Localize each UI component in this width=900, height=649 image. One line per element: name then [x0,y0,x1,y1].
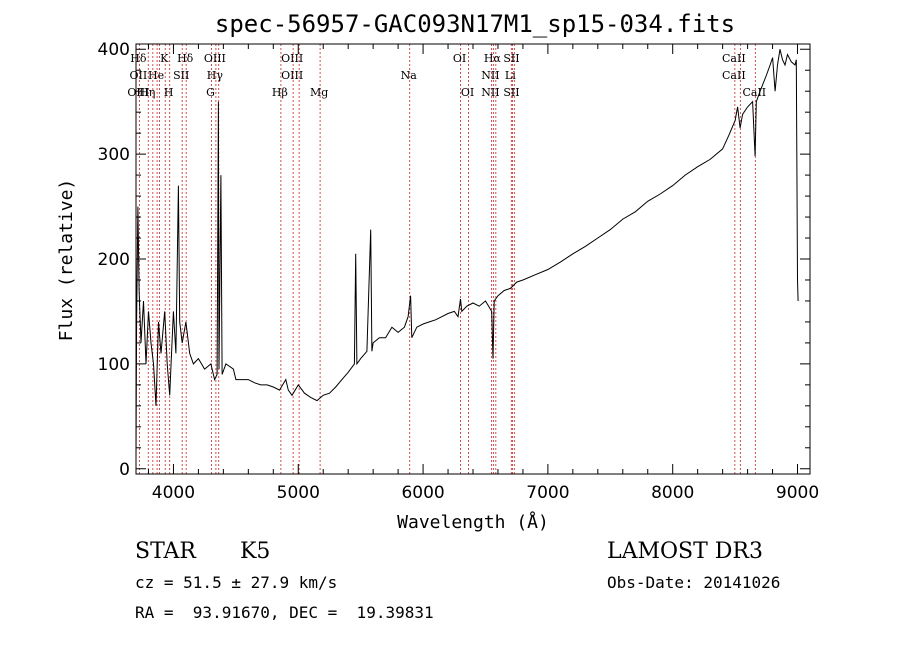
plot-frame [135,43,811,475]
line-label: OIII [127,86,149,99]
y-tick-label: 100 [98,355,130,375]
y-axis-ticks: 0 100 200 300 400 [98,40,810,480]
line-label: OI [461,86,474,99]
line-label: He [148,69,164,82]
line-label: K [160,52,169,65]
y-axis-label: Flux (relative) [56,179,77,342]
line-label: Hγ [207,69,224,82]
y-tick-label: 400 [98,40,130,60]
line-label: CaII [742,86,766,99]
line-label: SII [503,86,519,99]
line-label: Hα [484,52,502,65]
line-label: H [164,86,174,99]
y-tick-label: 300 [98,145,130,165]
x-tick-label: 9000 [776,483,819,503]
line-label: NII [481,86,499,99]
line-label: CaII [722,69,746,82]
chart-title: spec-56957-GAC093N17M1_sp15-034.fits [215,10,735,38]
line-label: Hδ [177,52,194,65]
redshift-cz: cz = 51.5 ± 27.9 km/s [135,573,338,592]
line-label: OI [453,52,466,65]
y-tick-label: 200 [98,250,130,270]
x-tick-label: 6000 [401,483,444,503]
line-label: Hδ [130,52,147,65]
line-label: Li [505,69,516,82]
line-label: NII [481,69,499,82]
spectrum-series [135,49,799,459]
line-label: G [206,86,215,99]
line-label: OII [130,69,148,82]
line-label: CaII [722,52,746,65]
x-axis-ticks: 4000 5000 6000 7000 8000 9000 [147,44,819,503]
line-label: OIII [281,52,303,65]
coordinates: RA = 93.91670, DEC = 19.39831 [135,603,434,622]
x-tick-label: 7000 [526,483,569,503]
observation-date: Obs-Date: 20141026 [607,573,781,592]
x-tick-label: 8000 [651,483,694,503]
spectral-line-labels: HδOIIOIIIHηHeKHSIIHδGOIIIHγHβOIIIOIIIMgN… [127,52,766,99]
line-label: Hη [139,86,155,99]
object-subclass: K5 [240,539,271,564]
line-label: Hβ [272,86,288,99]
line-label: OIII [281,69,303,82]
line-label: SII [173,69,189,82]
x-tick-label: 5000 [277,483,320,503]
x-tick-label: 4000 [152,483,195,503]
line-label: Na [401,69,418,82]
line-label: SII [503,52,519,65]
object-class: STAR [135,539,196,564]
survey-label: LAMOST DR3 [607,539,763,564]
x-axis-label: Wavelength (Å) [397,511,549,533]
spectral-line-markers [138,44,756,474]
line-label: Mg [310,86,328,99]
line-label: OIII [204,52,226,65]
y-tick-label: 0 [119,460,130,480]
